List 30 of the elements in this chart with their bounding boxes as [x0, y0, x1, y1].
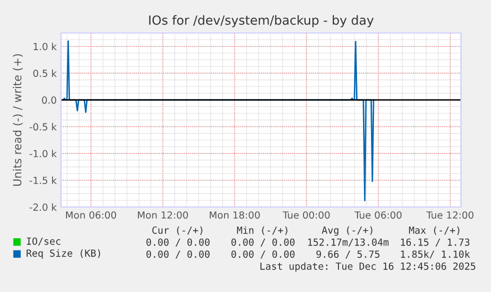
- y-tick-label: 0.0: [42, 96, 56, 104]
- text: Avg (-/+): [322, 226, 372, 236]
- chart-title: IOs for /dev/system/backup - by day: [149, 15, 374, 28]
- legend-label: Req Size (KB): [26, 249, 100, 259]
- text: 0.00 / 0.00: [231, 238, 295, 247]
- y-tick-label: -1.5 k: [30, 176, 57, 184]
- x-tick-label: Tue 06:00: [354, 211, 402, 219]
- y-axis-title: Units read (-) / write (+): [12, 54, 23, 186]
- text: 0.00 / 0.00: [146, 238, 210, 247]
- text: 1.85k/ 1.10k: [401, 250, 470, 259]
- x-tick-label: Tue 00:00: [282, 211, 330, 219]
- text: 9.66 / 5.75: [316, 250, 380, 259]
- text: Max (-/+): [409, 226, 460, 235]
- text: 0.00 / 0.00: [231, 250, 295, 259]
- y-tick-label: -0.5 k: [30, 123, 57, 131]
- text: 0.00 / 0.00: [146, 250, 210, 259]
- text: Min (-/+): [237, 226, 288, 235]
- y-tick-label: 1.0 k: [34, 42, 57, 50]
- legend-label: IO/sec: [26, 237, 60, 246]
- x-tick-label: Mon 12:00: [138, 211, 188, 219]
- x-tick-label: Mon 18:00: [210, 211, 260, 219]
- y-tick-label: -1.0 k: [30, 150, 57, 158]
- text: 152.17m/13.04m: [308, 238, 389, 247]
- text: 16.15 / 1.73: [401, 238, 470, 247]
- y-tick-label: 0.5 k: [33, 69, 57, 77]
- x-tick-label: Tue 12:00: [426, 211, 474, 219]
- y-tick-label: -2.0 k: [30, 203, 57, 211]
- text: Cur (-/+): [152, 226, 202, 235]
- x-tick-label: Mon 06:00: [66, 211, 116, 219]
- text: Last update: Tue Dec 16 12:45:06 2025: [260, 262, 476, 272]
